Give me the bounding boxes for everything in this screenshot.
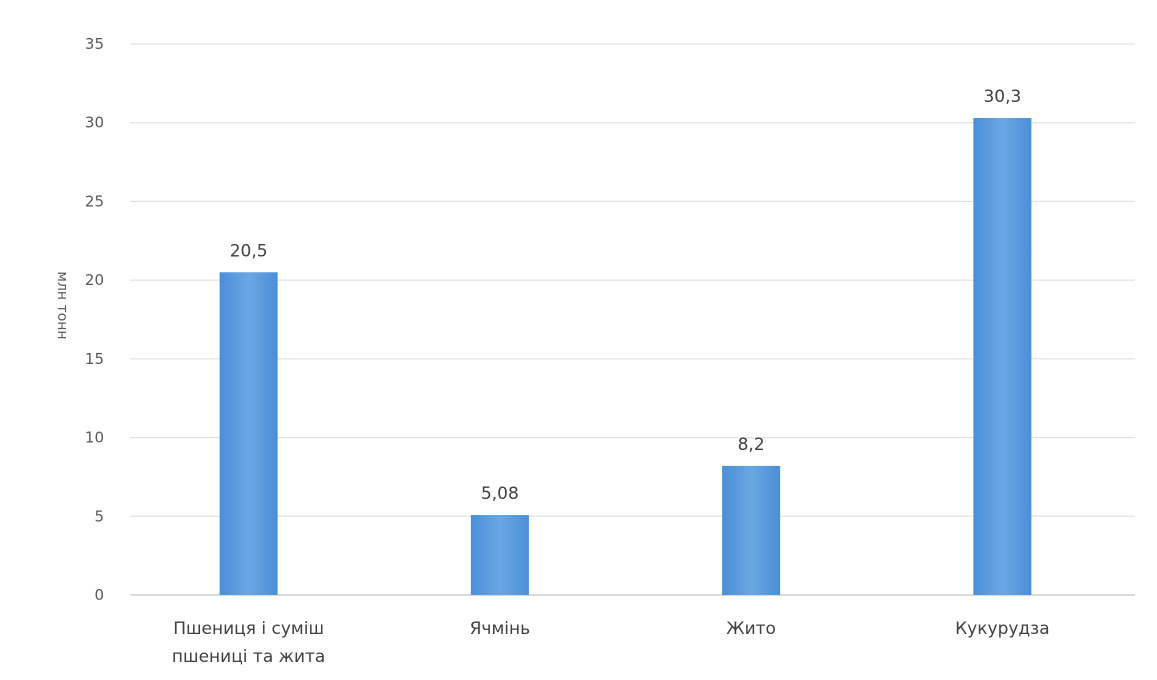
x-category-label: Кукурудза	[955, 619, 1050, 639]
x-category-label: Жито	[726, 619, 776, 639]
y-tick-label: 20	[85, 271, 104, 289]
bar-value-label: 20,5	[230, 241, 268, 261]
bar	[219, 272, 278, 595]
bar-value-label: 8,2	[738, 435, 765, 455]
y-tick-label: 15	[85, 350, 104, 368]
x-category-label: пшениці та жита	[172, 647, 325, 667]
bar	[973, 117, 1032, 596]
bar	[470, 515, 529, 595]
y-tick-label: 5	[94, 507, 104, 525]
x-axis-categories: Пшениця і суміш пшениці та жита Ячмінь Жито…	[172, 619, 1050, 667]
y-tick-label: 10	[85, 429, 104, 447]
data-labels: 20,5 5,08 8,2 30,3	[230, 87, 1022, 504]
y-axis-title: млн тонн	[54, 271, 70, 339]
y-tick-label: 30	[85, 114, 104, 132]
bars	[219, 117, 1032, 596]
y-axis-ticks: 0 5 10 15 20 25 30 35	[85, 35, 104, 604]
bar	[722, 465, 781, 595]
bar-value-label: 5,08	[481, 484, 519, 504]
y-tick-label: 35	[85, 35, 104, 53]
y-tick-label: 0	[94, 586, 104, 604]
x-category-label: Пшениця і суміш	[173, 619, 324, 639]
x-category-label: Ячмінь	[470, 619, 531, 639]
bar-value-label: 30,3	[983, 87, 1021, 107]
gridlines	[130, 43, 1135, 596]
y-tick-label: 25	[85, 192, 104, 210]
